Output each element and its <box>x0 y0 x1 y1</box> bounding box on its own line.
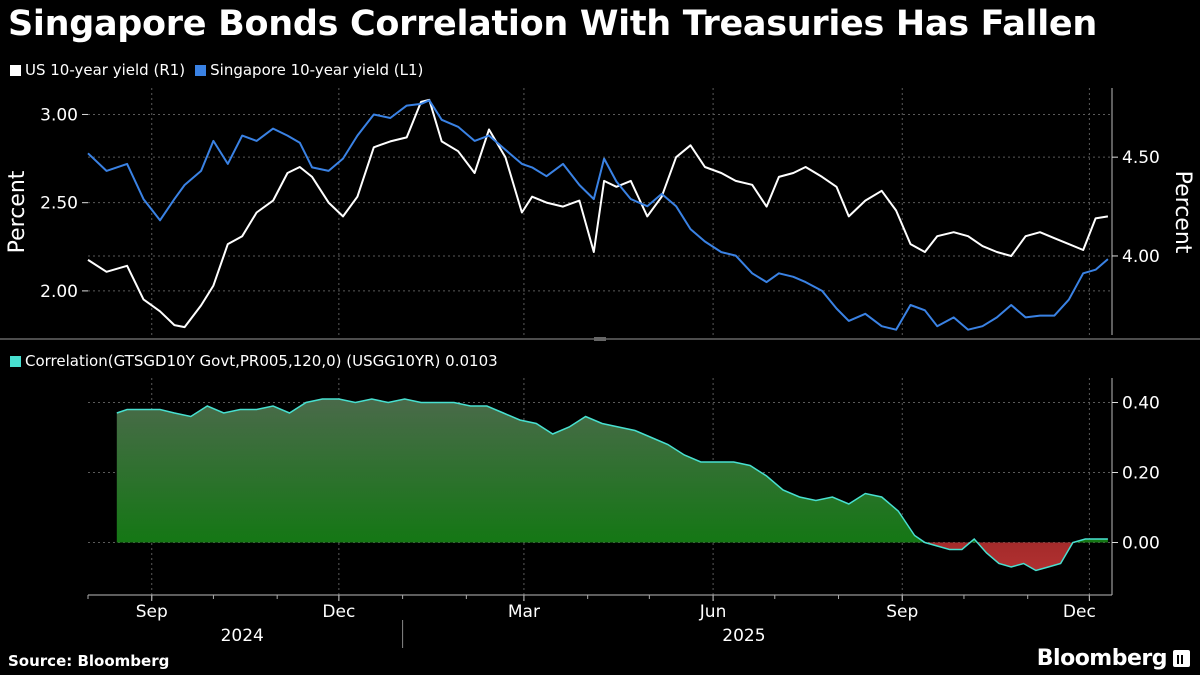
sg-yield-line <box>87 99 1109 331</box>
bottom-legend: Correlation(GTSGD10Y Govt,PR005,120,0) (… <box>10 352 508 370</box>
bottom-tick-label-1: 0.20 <box>1122 464 1160 484</box>
axes: 2.00 2.50 3.00 4.00 4.50 0.00 0.20 0.40 Percent P… <box>0 88 1200 648</box>
x-tick-label-4: Sep <box>886 602 918 622</box>
bottom-tick-label-2: 0.40 <box>1122 394 1160 414</box>
left-axis-title: Percent <box>5 170 30 253</box>
us-yield-line <box>87 98 1109 329</box>
bottom-tick-label-0: 0.00 <box>1122 534 1160 554</box>
top-legend: US 10-year yield (R1) Singapore 10-year … <box>10 61 433 79</box>
year-label-2024: 2024 <box>221 626 264 646</box>
terminal-icon <box>1173 650 1190 667</box>
correlation-area-positive <box>116 399 1108 543</box>
legend-label-sg: Singapore 10-year yield (L1) <box>210 61 424 79</box>
x-tick-label-1: Dec <box>322 602 355 622</box>
left-tick-label-0: 2.00 <box>40 282 78 302</box>
left-tick-label-2: 3.00 <box>40 105 78 125</box>
legend-label-correlation: Correlation(GTSGD10Y Govt,PR005,120,0) (… <box>25 352 498 370</box>
x-tick-label-5: Dec <box>1063 602 1096 622</box>
legend-swatch-correlation <box>10 355 21 367</box>
panel-divider-handle <box>594 337 606 341</box>
legend-label-us: US 10-year yield (R1) <box>25 61 186 79</box>
source-note: Source: Bloomberg <box>8 652 170 670</box>
legend-item-correlation: Correlation(GTSGD10Y Govt,PR005,120,0) (… <box>10 352 498 370</box>
legend-item-us: US 10-year yield (R1) <box>10 61 185 79</box>
chart-title: Singapore Bonds Correlation With Treasur… <box>8 4 1097 44</box>
x-tick-label-3: Jun <box>699 602 727 622</box>
right-tick-label-1: 4.50 <box>1122 148 1160 168</box>
left-tick-label-1: 2.50 <box>40 194 78 214</box>
top-panel <box>87 98 1109 331</box>
right-axis-title: Percent <box>1170 171 1195 254</box>
legend-swatch-us <box>10 64 21 76</box>
right-tick-label-0: 4.00 <box>1122 247 1160 267</box>
bloomberg-logo: Bloomberg <box>1037 646 1190 671</box>
bottom-panel <box>116 398 1108 572</box>
legend-swatch-sg <box>195 64 207 76</box>
correlation-area-negative <box>116 542 1108 571</box>
brand-name: Bloomberg <box>1036 646 1168 671</box>
correlation-line <box>116 398 1108 572</box>
x-tick-label-2: Mar <box>508 602 540 622</box>
legend-item-sg: Singapore 10-year yield (L1) <box>195 61 423 79</box>
year-label-2025: 2025 <box>722 626 765 646</box>
x-tick-label-0: Sep <box>136 602 168 622</box>
